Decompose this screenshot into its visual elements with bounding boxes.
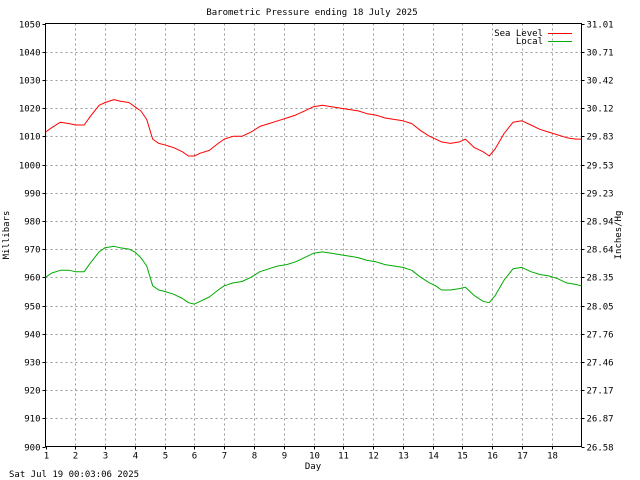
y-tick-label-left: 910 xyxy=(24,415,40,425)
y-tick-label-left: 1020 xyxy=(19,105,41,115)
x-tick-label: 10 xyxy=(309,452,320,462)
x-tick-label: 4 xyxy=(133,452,138,462)
x-tick-label: 5 xyxy=(163,452,168,462)
x-tick-label: 12 xyxy=(368,452,379,462)
footer-timestamp: Sat Jul 19 00:03:06 2025 xyxy=(9,470,139,480)
y-tick-label-right: 28.94 xyxy=(587,218,614,228)
y-tick-label-right: 26.58 xyxy=(587,444,614,454)
y-tick-label-left: 980 xyxy=(24,218,40,228)
x-tick-label: 16 xyxy=(487,452,498,462)
x-axis-label: Day xyxy=(305,462,322,472)
series-line-sea-level xyxy=(45,99,582,157)
x-tick-label: 9 xyxy=(282,452,287,462)
y-tick-label-left: 1000 xyxy=(19,162,41,172)
x-tick-label: 2 xyxy=(73,452,78,462)
x-tick-label: 11 xyxy=(338,452,349,462)
y-tick-label-left: 950 xyxy=(24,303,40,313)
x-tick-label: 18 xyxy=(547,452,558,462)
y-tick-label-right: 26.87 xyxy=(587,415,614,425)
y-tick-label-right: 30.42 xyxy=(587,77,614,87)
series-line-local xyxy=(45,245,582,305)
y-tick-label-right: 27.17 xyxy=(587,387,614,397)
y-tick-label-right: 28.05 xyxy=(587,303,614,313)
y-tick-label-left: 990 xyxy=(24,190,40,200)
y-tick-label-left: 900 xyxy=(24,444,40,454)
x-tick-label: 1 xyxy=(44,452,49,462)
x-tick-label: 7 xyxy=(222,452,227,462)
x-tick-label: 3 xyxy=(103,452,108,462)
legend-label: Sea Level xyxy=(494,29,543,39)
plot-frame xyxy=(45,23,582,447)
y-tick-label-right: 27.76 xyxy=(587,331,614,341)
y-tick-label-left: 960 xyxy=(24,274,40,284)
x-tick-label: 6 xyxy=(192,452,197,462)
y-tick-label-left: 970 xyxy=(24,246,40,256)
y-tick-label-right: 27.46 xyxy=(587,359,614,369)
y-tick-label-left: 1040 xyxy=(19,49,41,59)
legend-label: Local xyxy=(516,37,543,47)
grid-lines xyxy=(45,23,582,447)
series-lines xyxy=(45,99,582,305)
y-tick-label-right: 30.71 xyxy=(587,49,614,59)
y-tick-label-right: 29.53 xyxy=(587,162,614,172)
x-tick-label: 13 xyxy=(398,452,409,462)
y-tick-label-right: 30.12 xyxy=(587,105,614,115)
x-tick-label: 14 xyxy=(428,452,439,462)
y-tick-label-right: 29.83 xyxy=(587,133,614,143)
x-tick-label: 15 xyxy=(457,452,468,462)
y-tick-label-left: 940 xyxy=(24,331,40,341)
y-tick-label-left: 1030 xyxy=(19,77,41,87)
y-axis-label-right: Inches/Hg xyxy=(614,211,624,260)
chart-title: Barometric Pressure ending 18 July 2025 xyxy=(206,8,417,18)
y-axis-label-left: Millibars xyxy=(2,211,12,260)
y-tick-label-right: 28.64 xyxy=(587,246,614,256)
x-tick-label: 8 xyxy=(252,452,257,462)
y-tick-label-right: 28.35 xyxy=(587,274,614,284)
y-tick-label-left: 1010 xyxy=(19,133,41,143)
x-tick-label: 17 xyxy=(517,452,528,462)
y-tick-label-left: 1050 xyxy=(19,21,41,31)
y-tick-label-left: 920 xyxy=(24,387,40,397)
y-tick-label-right: 29.23 xyxy=(587,190,614,200)
y-tick-label-left: 930 xyxy=(24,359,40,369)
y-tick-label-right: 31.01 xyxy=(587,21,614,31)
